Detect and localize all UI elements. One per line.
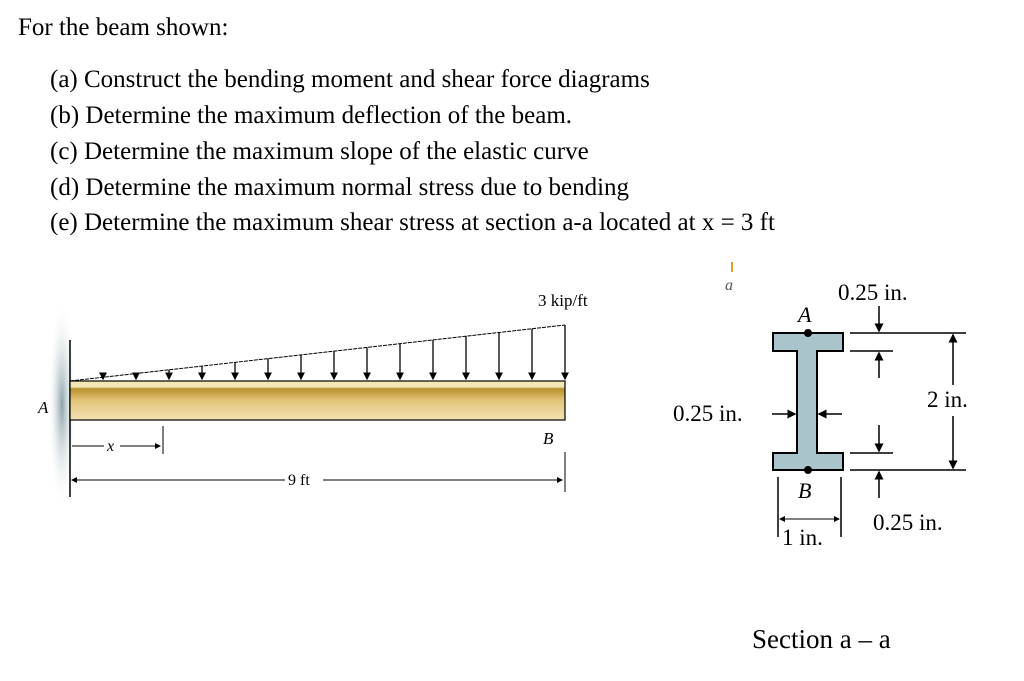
section-title: Section a – a bbox=[752, 624, 891, 654]
height-dim: 2 in. bbox=[927, 387, 968, 412]
top-flange-dim: 0.25 in. bbox=[838, 280, 908, 305]
support-a-label: A bbox=[37, 398, 49, 417]
bottom-flange-dim: 0.25 in. bbox=[873, 510, 943, 535]
load-line bbox=[69, 324, 566, 382]
width-dim: 1 in. bbox=[782, 525, 823, 550]
web-dim: 0.25 in. bbox=[673, 401, 743, 426]
question-e: (e) Determine the maximum shear stress a… bbox=[50, 209, 775, 236]
beam bbox=[69, 380, 566, 421]
beam-diagram: 3 kip/ft A B x 9 ft bbox=[37, 291, 588, 510]
point-b bbox=[804, 466, 812, 474]
distributed-load-arrows bbox=[99, 325, 569, 381]
point-a bbox=[804, 329, 812, 337]
section-diagram: a A B 0.25 in. 2 in. 0.25 in. 0.25 in. 1… bbox=[673, 262, 968, 654]
question-d: (d) Determine the maximum normal stress … bbox=[50, 174, 630, 201]
point-b-label: B bbox=[798, 478, 811, 503]
i-beam-section bbox=[772, 332, 844, 471]
wall-support bbox=[48, 300, 76, 510]
length-label: 9 ft bbox=[288, 472, 310, 489]
load-label: 3 kip/ft bbox=[538, 291, 588, 310]
question-a: (a) Construct the bending moment and she… bbox=[50, 66, 650, 93]
point-a-label: A bbox=[796, 302, 812, 327]
section-mark-label: a bbox=[725, 277, 733, 294]
question-c: (c) Determine the maximum slope of the e… bbox=[50, 138, 589, 165]
question-b: (b) Determine the maximum deflection of … bbox=[50, 102, 573, 129]
intro-text: For the beam shown: bbox=[18, 14, 229, 41]
end-b-label: B bbox=[543, 429, 554, 448]
x-label: x bbox=[106, 438, 114, 455]
